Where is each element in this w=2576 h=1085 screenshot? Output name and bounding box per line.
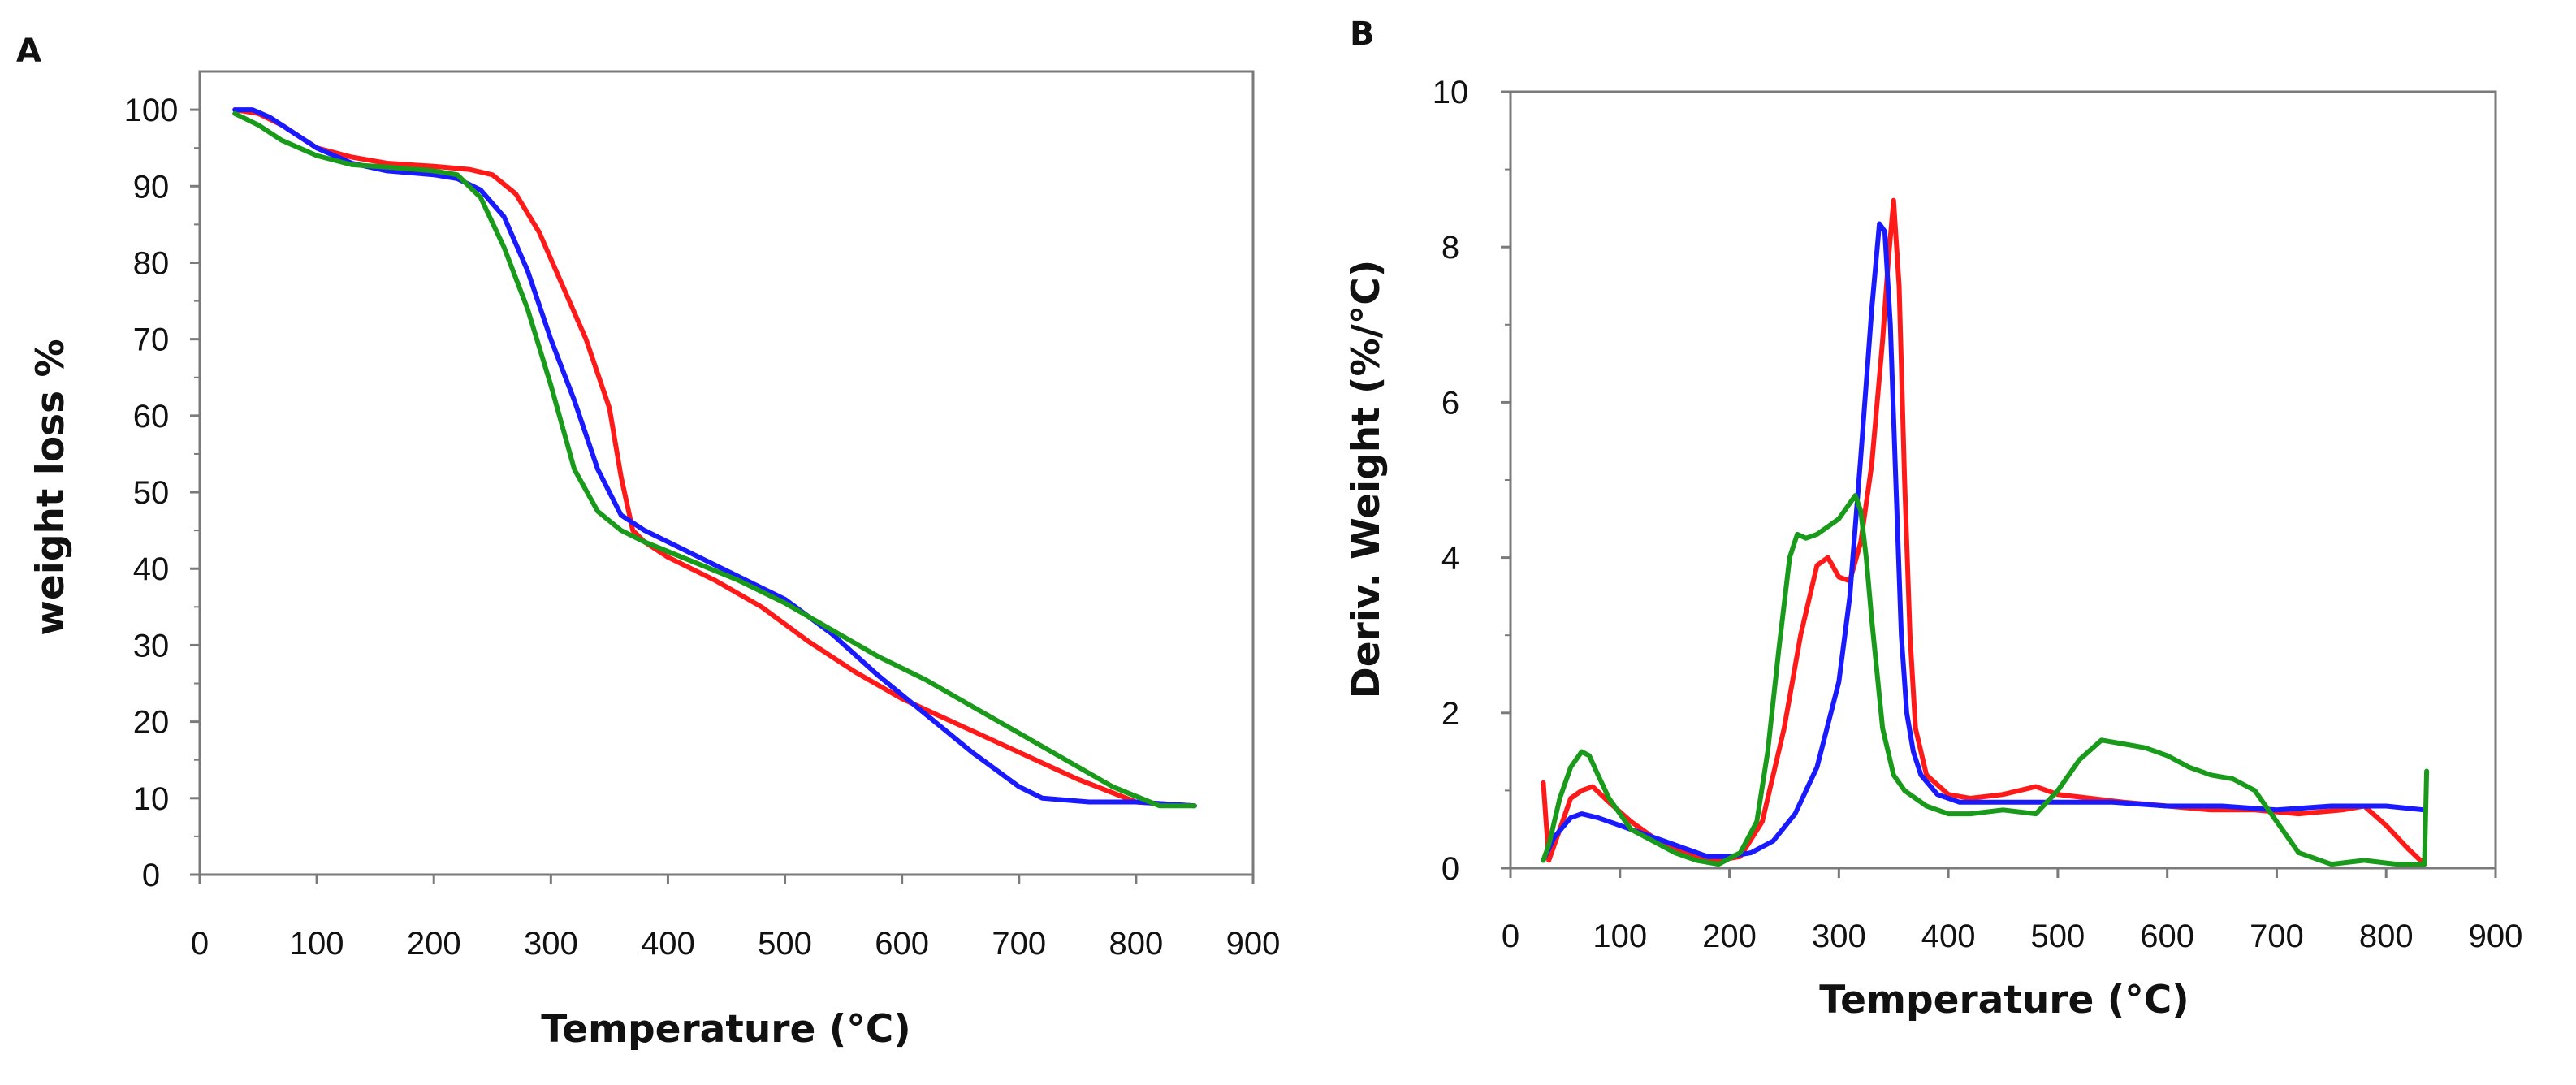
panel-a-series-group: [232, 107, 1197, 809]
panel-b-x-tick-label: 0: [1502, 919, 1519, 954]
panel-a-y-axis-title: weight loss %: [28, 339, 73, 635]
panel-a-y-tick-label: 40: [133, 551, 170, 587]
panel-a-x-tick-label: 500: [758, 926, 812, 962]
panel-b-x-tick-label: 800: [2359, 919, 2414, 954]
panel-b-series-lcnf-1200: [1541, 493, 2430, 867]
panel-b-series-group: [1541, 197, 2430, 867]
panel-b-y-tick-label: 4: [1441, 541, 1459, 577]
panel-b-y-tick-label: 8: [1441, 230, 1459, 266]
panel-a-x-tick-label: 200: [407, 926, 461, 962]
panel-a-y-tick-label: 0: [142, 858, 160, 893]
panel-a-y-tick-label: 70: [133, 322, 170, 358]
panel-b-y-tick-label: 2: [1441, 696, 1459, 732]
panel-b-x-tick-label: 400: [1921, 919, 1976, 954]
panel-a-y-tick-label: 80: [133, 245, 170, 281]
panel-a-y-tick-label: 50: [133, 475, 170, 511]
panel-a-label: A: [16, 32, 41, 70]
panel-b-x-tick-label: 200: [1702, 919, 1757, 954]
panel-a: A 0 100 200 300 400 500 600 700 800 900 0 10 20 30 40 5…: [16, 32, 1280, 1052]
panel-a-y-tick-label: 30: [133, 628, 170, 664]
panel-b: B 0 100 200 300 400 500 600 700 800 900 0 2 4 6 8 10 Te…: [1344, 15, 2522, 1022]
panel-b-label: B: [1350, 15, 1375, 53]
panel-a-x-tick-label: 600: [875, 926, 929, 962]
panel-b-x-tick-label: 700: [2250, 919, 2304, 954]
panel-a-x-tick-label: 0: [191, 926, 209, 962]
panel-b-y-axis-title: Deriv. Weight (%/°C): [1344, 260, 1389, 699]
panel-a-y-tick-label: 100: [124, 93, 179, 128]
panel-b-x-tick-label: 100: [1593, 919, 1647, 954]
panel-a-series-lcnf-800: [232, 107, 1197, 809]
panel-a-y-tick-label: 20: [133, 705, 170, 741]
panel-a-y-tick-label: 90: [133, 169, 170, 205]
panel-b-x-tick-label: 900: [2469, 919, 2523, 954]
panel-a-x-tick-label: 800: [1109, 926, 1164, 962]
panel-a-x-tick-label: 100: [290, 926, 344, 962]
panel-a-x-tick-label: 400: [641, 926, 695, 962]
panel-a-series-neat-dpw: [232, 107, 1197, 809]
panel-b-y-tick-label: 10: [1433, 75, 1469, 110]
panel-b-x-axis-title: Temperature (°C): [1819, 978, 2189, 1022]
panel-b-x-tick-label: 300: [1812, 919, 1866, 954]
panel-b-y-tick-label: 6: [1441, 385, 1459, 421]
panel-b-axes: 0 100 200 300 400 500 600 700 800 900 0 2 4 6 8 10: [1433, 75, 2523, 954]
panel-a-y-tick-label: 10: [133, 781, 170, 817]
panel-a-plot-area: [198, 70, 1255, 876]
panel-a-series-lcnf-1200: [232, 110, 1197, 809]
panel-a-y-tick-label: 60: [133, 399, 170, 434]
panel-b-y-tick-label: 0: [1441, 851, 1459, 887]
panel-a-x-tick-label: 300: [524, 926, 578, 962]
panel-a-axes: 0 100 200 300 400 500 600 700 800 900 0 10 20 30 40 50 6…: [124, 93, 1281, 962]
panel-a-x-axis-title: Temperature (°C): [541, 1007, 910, 1052]
panel-a-x-tick-label: 900: [1226, 926, 1281, 962]
panel-b-x-tick-label: 500: [2031, 919, 2085, 954]
panel-b-x-tick-label: 600: [2140, 919, 2194, 954]
panel-a-x-tick-label: 700: [992, 926, 1046, 962]
panel-b-plot-area: [1509, 90, 2497, 870]
